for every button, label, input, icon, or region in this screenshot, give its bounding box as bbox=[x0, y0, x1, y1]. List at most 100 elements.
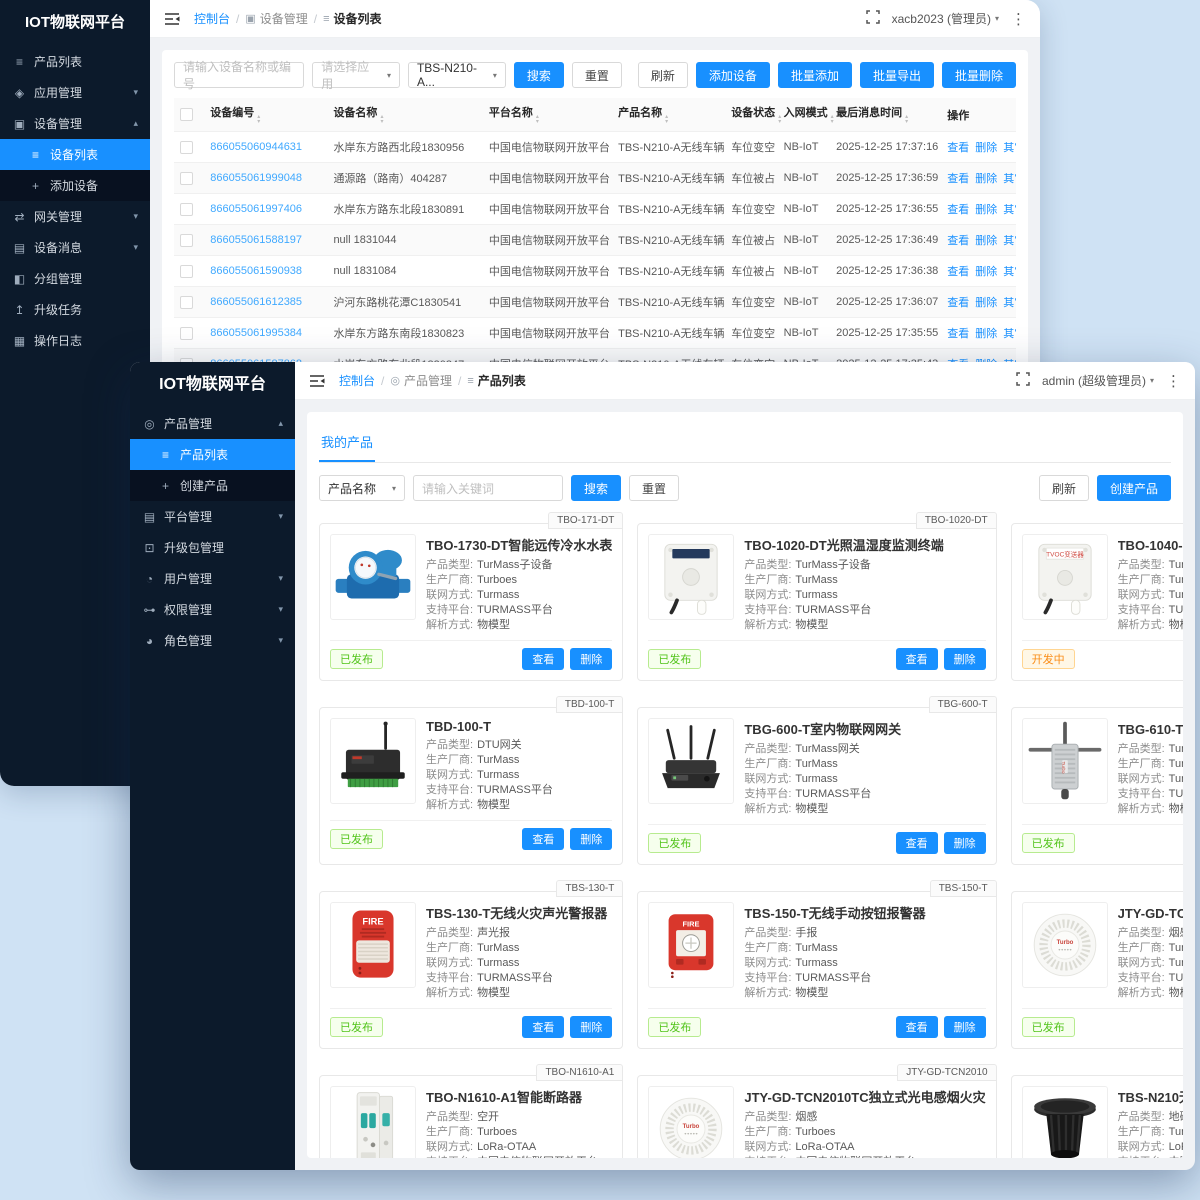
create-product-button[interactable]: 创建产品 bbox=[1096, 475, 1171, 501]
sidebar-item[interactable]: ▤ 平台管理 ▾ bbox=[130, 501, 295, 532]
breadcrumb-item[interactable]: 控制台 bbox=[194, 10, 230, 27]
sidebar-subitem[interactable]: ≡ 设备列表 bbox=[0, 139, 150, 170]
user-menu[interactable]: admin (超级管理员) ▾ bbox=[1042, 372, 1154, 389]
sort-icon[interactable]: ▴ ▾ bbox=[778, 114, 782, 125]
delete-link[interactable]: 删除 bbox=[975, 142, 998, 154]
tab-my-products[interactable]: 我的产品 bbox=[319, 424, 376, 462]
more-link[interactable]: 其它 bbox=[1003, 173, 1016, 185]
more-link[interactable]: 其它 bbox=[1003, 266, 1016, 278]
more-options-icon[interactable]: ⋮ bbox=[1166, 372, 1181, 390]
view-link[interactable]: 查看 bbox=[947, 266, 970, 278]
device-id-link[interactable]: 866055061999048 bbox=[210, 172, 303, 184]
delete-link[interactable]: 删除 bbox=[975, 173, 998, 185]
sidebar-subitem[interactable]: + 创建产品 bbox=[130, 470, 295, 501]
delete-link[interactable]: 删除 bbox=[975, 235, 998, 247]
reset-button[interactable]: 重置 bbox=[571, 62, 622, 88]
more-link[interactable]: 其它 bbox=[1003, 235, 1016, 247]
device-id-link[interactable]: 866055060944631 bbox=[210, 141, 303, 153]
reset-button[interactable]: 重置 bbox=[629, 475, 680, 501]
sidebar-item[interactable]: ◔ 用户管理 ▾ bbox=[130, 563, 295, 594]
select-all-checkbox[interactable] bbox=[180, 108, 193, 121]
column-header[interactable]: 操作 bbox=[941, 98, 1016, 132]
user-menu[interactable]: xacb2023 (管理员) ▾ bbox=[892, 10, 999, 27]
product-select[interactable]: TBS-N210-A... ▾ bbox=[407, 61, 506, 89]
sort-icon[interactable]: ▴ ▾ bbox=[665, 114, 669, 125]
sort-icon[interactable]: ▴ ▾ bbox=[905, 114, 909, 125]
sort-icon[interactable]: ▴ ▾ bbox=[830, 114, 834, 125]
column-header[interactable]: 平台名称 ▴ ▾ bbox=[482, 98, 613, 132]
device-id-link[interactable]: 866055061590938 bbox=[210, 265, 303, 277]
sort-icon[interactable]: ▴ ▾ bbox=[535, 114, 539, 125]
refresh-button[interactable]: 刷新 bbox=[637, 62, 688, 88]
delete-button[interactable]: 删除 bbox=[943, 648, 986, 670]
sort-icon[interactable]: ▴ ▾ bbox=[257, 114, 261, 125]
sidebar-item[interactable]: ⊶ 权限管理 ▾ bbox=[130, 594, 295, 625]
column-header[interactable]: 设备编号 ▴ ▾ bbox=[204, 98, 328, 132]
sidebar-item[interactable]: ▦ 操作日志 bbox=[0, 325, 150, 356]
more-link[interactable]: 其它 bbox=[1003, 328, 1016, 340]
delete-button[interactable]: 删除 bbox=[943, 1016, 986, 1038]
device-id-link[interactable]: 866055061588197 bbox=[210, 234, 303, 246]
row-checkbox[interactable] bbox=[180, 295, 193, 309]
delete-button[interactable]: 删除 bbox=[943, 832, 986, 854]
batch-export-button[interactable]: 批量导出 bbox=[859, 62, 934, 88]
view-button[interactable]: 查看 bbox=[522, 828, 565, 850]
keyword-input[interactable]: 请输入关键词 bbox=[413, 475, 563, 501]
column-header[interactable]: 入网模式 ▴ ▾ bbox=[777, 98, 834, 132]
view-link[interactable]: 查看 bbox=[947, 142, 970, 154]
view-link[interactable]: 查看 bbox=[947, 173, 970, 185]
field-select[interactable]: 产品名称 ▾ bbox=[319, 475, 405, 501]
view-button[interactable]: 查看 bbox=[522, 648, 565, 670]
row-checkbox[interactable] bbox=[180, 202, 193, 216]
view-button[interactable]: 查看 bbox=[895, 1016, 938, 1038]
breadcrumb-item[interactable]: ▣ 设备管理 bbox=[245, 10, 307, 27]
view-link[interactable]: 查看 bbox=[947, 297, 970, 309]
sidebar-item[interactable]: ▣ 设备管理 ▴ bbox=[0, 108, 150, 139]
column-header[interactable]: 设备名称 ▴ ▾ bbox=[327, 98, 483, 132]
device-id-link[interactable]: 866055061997406 bbox=[210, 203, 303, 215]
view-link[interactable]: 查看 bbox=[947, 204, 970, 216]
row-checkbox[interactable] bbox=[180, 326, 193, 340]
view-button[interactable]: 查看 bbox=[895, 648, 938, 670]
sidebar-item[interactable]: ◕ 角色管理 ▾ bbox=[130, 625, 295, 656]
delete-button[interactable]: 删除 bbox=[570, 828, 613, 850]
sidebar-subitem[interactable]: ≡ 产品列表 bbox=[130, 439, 295, 470]
more-link[interactable]: 其它 bbox=[1003, 204, 1016, 216]
delete-link[interactable]: 删除 bbox=[975, 266, 998, 278]
sidebar-item[interactable]: ⊡ 升级包管理 bbox=[130, 532, 295, 563]
more-link[interactable]: 其它 bbox=[1003, 297, 1016, 309]
view-button[interactable]: 查看 bbox=[895, 832, 938, 854]
batch-add-button[interactable]: 批量添加 bbox=[777, 62, 852, 88]
view-link[interactable]: 查看 bbox=[947, 235, 970, 247]
delete-link[interactable]: 删除 bbox=[975, 328, 998, 340]
delete-link[interactable]: 删除 bbox=[975, 297, 998, 309]
sidebar-item[interactable]: ◈ 应用管理 ▾ bbox=[0, 77, 150, 108]
delete-link[interactable]: 删除 bbox=[975, 204, 998, 216]
breadcrumb-item[interactable]: ◎ 产品管理 bbox=[390, 372, 452, 389]
breadcrumb-item[interactable]: ≡ 设备列表 bbox=[323, 10, 381, 27]
device-search-input[interactable]: 请输入设备名称或编号 bbox=[174, 60, 305, 91]
app-select[interactable]: 请选择应用 ▾ bbox=[312, 60, 400, 91]
view-link[interactable]: 查看 bbox=[947, 328, 970, 340]
row-checkbox[interactable] bbox=[180, 171, 193, 185]
device-id-link[interactable]: 866055061612385 bbox=[210, 296, 303, 308]
delete-button[interactable]: 删除 bbox=[570, 1016, 613, 1038]
row-checkbox[interactable] bbox=[180, 140, 193, 154]
search-button[interactable]: 搜索 bbox=[513, 62, 564, 88]
breadcrumb-item[interactable]: 控制台 bbox=[339, 372, 375, 389]
device-id-link[interactable]: 866055061995384 bbox=[210, 327, 303, 339]
breadcrumb-item[interactable]: ≡ 产品列表 bbox=[467, 372, 525, 389]
sidebar-item[interactable]: ◧ 分组管理 bbox=[0, 263, 150, 294]
fullscreen-icon[interactable] bbox=[1016, 372, 1030, 389]
more-link[interactable]: 其它 bbox=[1003, 142, 1016, 154]
sidebar-item[interactable]: ▤ 设备消息 ▾ bbox=[0, 232, 150, 263]
column-header[interactable]: 最后消息时间 ▴ ▾ bbox=[830, 98, 942, 132]
more-options-icon[interactable]: ⋮ bbox=[1011, 10, 1026, 28]
fullscreen-icon[interactable] bbox=[865, 10, 880, 27]
menu-fold-icon[interactable] bbox=[164, 12, 180, 26]
view-button[interactable]: 查看 bbox=[522, 1016, 565, 1038]
column-header[interactable]: 产品名称 ▴ ▾ bbox=[612, 98, 726, 132]
row-checkbox[interactable] bbox=[180, 264, 193, 278]
column-header[interactable]: 设备状态 ▴ ▾ bbox=[725, 98, 781, 132]
row-checkbox[interactable] bbox=[180, 233, 193, 247]
